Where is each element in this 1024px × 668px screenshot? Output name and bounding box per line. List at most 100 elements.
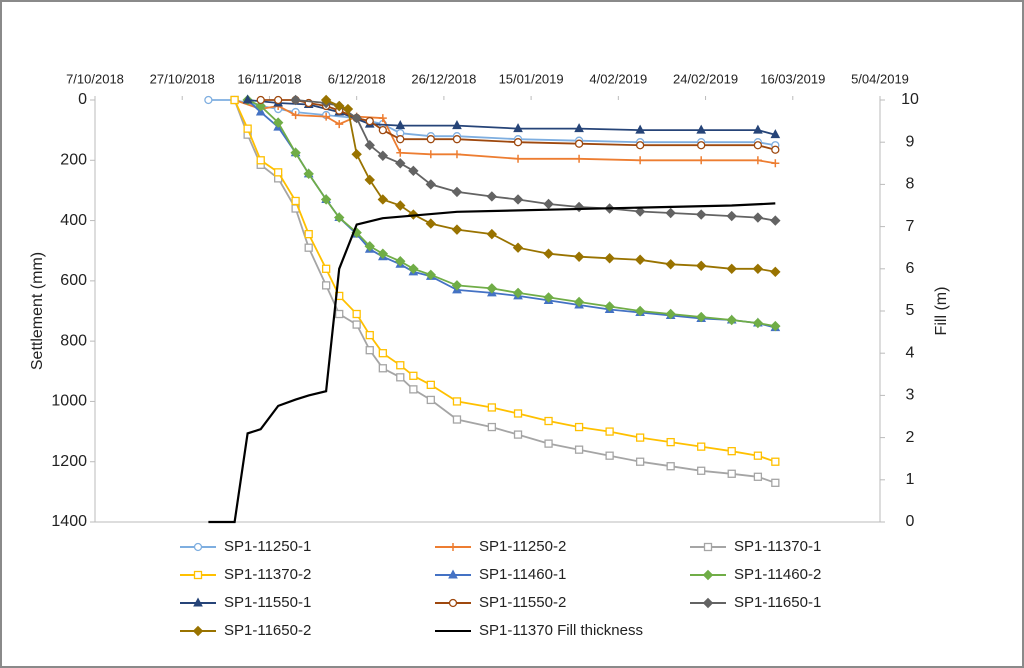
data-point <box>425 218 437 229</box>
y2-tick-label: 5 <box>906 302 915 319</box>
data-point <box>635 124 645 134</box>
data-point <box>665 308 676 320</box>
data-point <box>291 196 300 206</box>
data-point <box>696 124 707 134</box>
data-point <box>604 301 615 312</box>
y2-tick-label: 9 <box>906 133 915 150</box>
data-point <box>605 451 614 460</box>
data-point <box>396 373 405 382</box>
data-point <box>364 140 375 151</box>
series-line <box>233 99 776 463</box>
data-point <box>352 309 361 319</box>
data-point <box>322 112 331 121</box>
data-point <box>752 263 764 275</box>
data-point <box>486 191 498 202</box>
data-point <box>377 248 389 259</box>
data-point <box>727 469 736 478</box>
data-point <box>574 445 584 454</box>
x-tick-label: 16/11/2018 <box>237 71 301 86</box>
x-tick-label: 26/12/2018 <box>411 71 476 86</box>
data-point <box>272 117 284 128</box>
data-point <box>697 442 706 451</box>
data-point <box>304 229 313 239</box>
data-point <box>665 207 676 219</box>
data-point <box>605 427 614 436</box>
series-line <box>233 99 776 484</box>
data-point <box>726 314 737 326</box>
data-point <box>753 156 762 165</box>
legend-label: SP1-11550-1 <box>224 594 311 611</box>
data-point <box>335 309 344 319</box>
legend-marker <box>192 625 204 637</box>
data-point <box>695 260 707 271</box>
data-point <box>378 364 387 373</box>
data-point <box>487 422 497 432</box>
data-point <box>512 194 524 205</box>
data-point <box>634 254 646 265</box>
data-point <box>486 283 498 294</box>
data-point <box>636 156 645 165</box>
data-point <box>377 150 389 161</box>
data-point <box>512 287 524 299</box>
legend-marker <box>703 542 713 552</box>
data-point <box>320 194 332 205</box>
legend-marker <box>702 569 714 581</box>
data-point <box>303 168 314 180</box>
data-point <box>408 263 419 275</box>
data-point <box>335 120 344 129</box>
data-point <box>771 478 780 487</box>
data-point <box>544 439 553 448</box>
data-point <box>771 159 780 168</box>
data-point <box>426 135 435 144</box>
data-point <box>290 147 301 158</box>
data-point <box>604 253 615 264</box>
data-point <box>334 212 345 223</box>
data-point <box>452 120 462 130</box>
data-point <box>321 264 331 273</box>
y-tick-label: 1400 <box>51 513 87 530</box>
data-point <box>351 112 362 124</box>
data-point <box>426 395 435 405</box>
data-point <box>573 296 585 308</box>
data-point <box>396 135 405 144</box>
data-point <box>451 224 463 235</box>
legend-label: SP1-11370-1 <box>734 538 821 555</box>
y-axis-label: Settlement (mm) <box>29 252 46 370</box>
data-point <box>243 124 252 133</box>
data-point <box>320 94 332 106</box>
data-point <box>426 150 435 159</box>
data-point <box>635 433 645 442</box>
legend-marker <box>193 542 203 552</box>
data-point <box>634 305 646 317</box>
data-point <box>365 116 374 126</box>
data-point <box>573 251 585 262</box>
x-tick-label: 16/03/2019 <box>760 71 825 86</box>
data-point <box>634 206 646 217</box>
series-line <box>208 202 776 524</box>
data-point <box>408 165 419 177</box>
data-point <box>378 114 387 123</box>
data-point <box>321 281 331 290</box>
data-point <box>396 148 405 157</box>
y2-tick-label: 6 <box>906 260 915 277</box>
y2-tick-label: 4 <box>906 344 915 361</box>
data-point <box>452 415 462 424</box>
data-point <box>395 158 406 169</box>
data-point <box>378 349 387 358</box>
data-point <box>487 403 497 412</box>
data-point <box>377 194 389 205</box>
legend-marker <box>193 570 203 580</box>
legend-marker <box>448 569 458 579</box>
data-point <box>290 94 301 106</box>
data-point <box>364 240 375 252</box>
data-point <box>753 451 763 460</box>
data-point <box>575 154 584 163</box>
y2-axis-label: Fill (m) <box>933 287 950 336</box>
data-point <box>425 269 437 281</box>
legend-label: SP1-11460-2 <box>734 566 821 583</box>
y-tick-label: 1200 <box>51 453 87 470</box>
data-point <box>543 292 554 303</box>
data-point <box>574 139 584 148</box>
data-point <box>352 320 361 329</box>
